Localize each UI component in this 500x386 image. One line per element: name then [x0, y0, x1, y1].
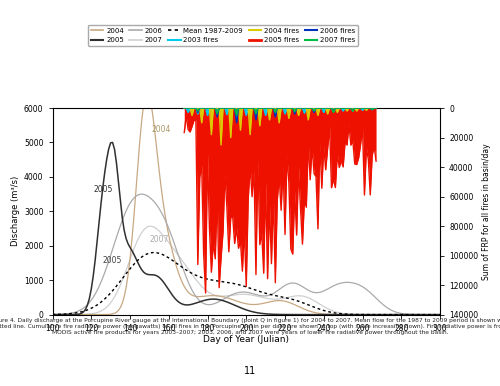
Text: 2007: 2007: [150, 235, 169, 244]
Text: 2005: 2005: [93, 185, 112, 194]
Text: 2004: 2004: [152, 125, 171, 134]
Text: 2005: 2005: [103, 256, 122, 265]
X-axis label: Day of Year (Julian): Day of Year (Julian): [203, 335, 289, 344]
Text: Figure 4. Daily discharge at the Porcupine River gauge at the International Boun: Figure 4. Daily discharge at the Porcupi…: [0, 318, 500, 335]
Y-axis label: Sum of FRP for all fires in basin/day: Sum of FRP for all fires in basin/day: [482, 143, 492, 279]
Legend: 2004, 2005, 2006, 2007, Mean 1987-2009, 2003 fires, 2004 fires, 2005 fires, 2006: 2004, 2005, 2006, 2007, Mean 1987-2009, …: [88, 25, 358, 46]
Y-axis label: Discharge (m³/s): Discharge (m³/s): [11, 176, 20, 246]
Text: 11: 11: [244, 366, 256, 376]
